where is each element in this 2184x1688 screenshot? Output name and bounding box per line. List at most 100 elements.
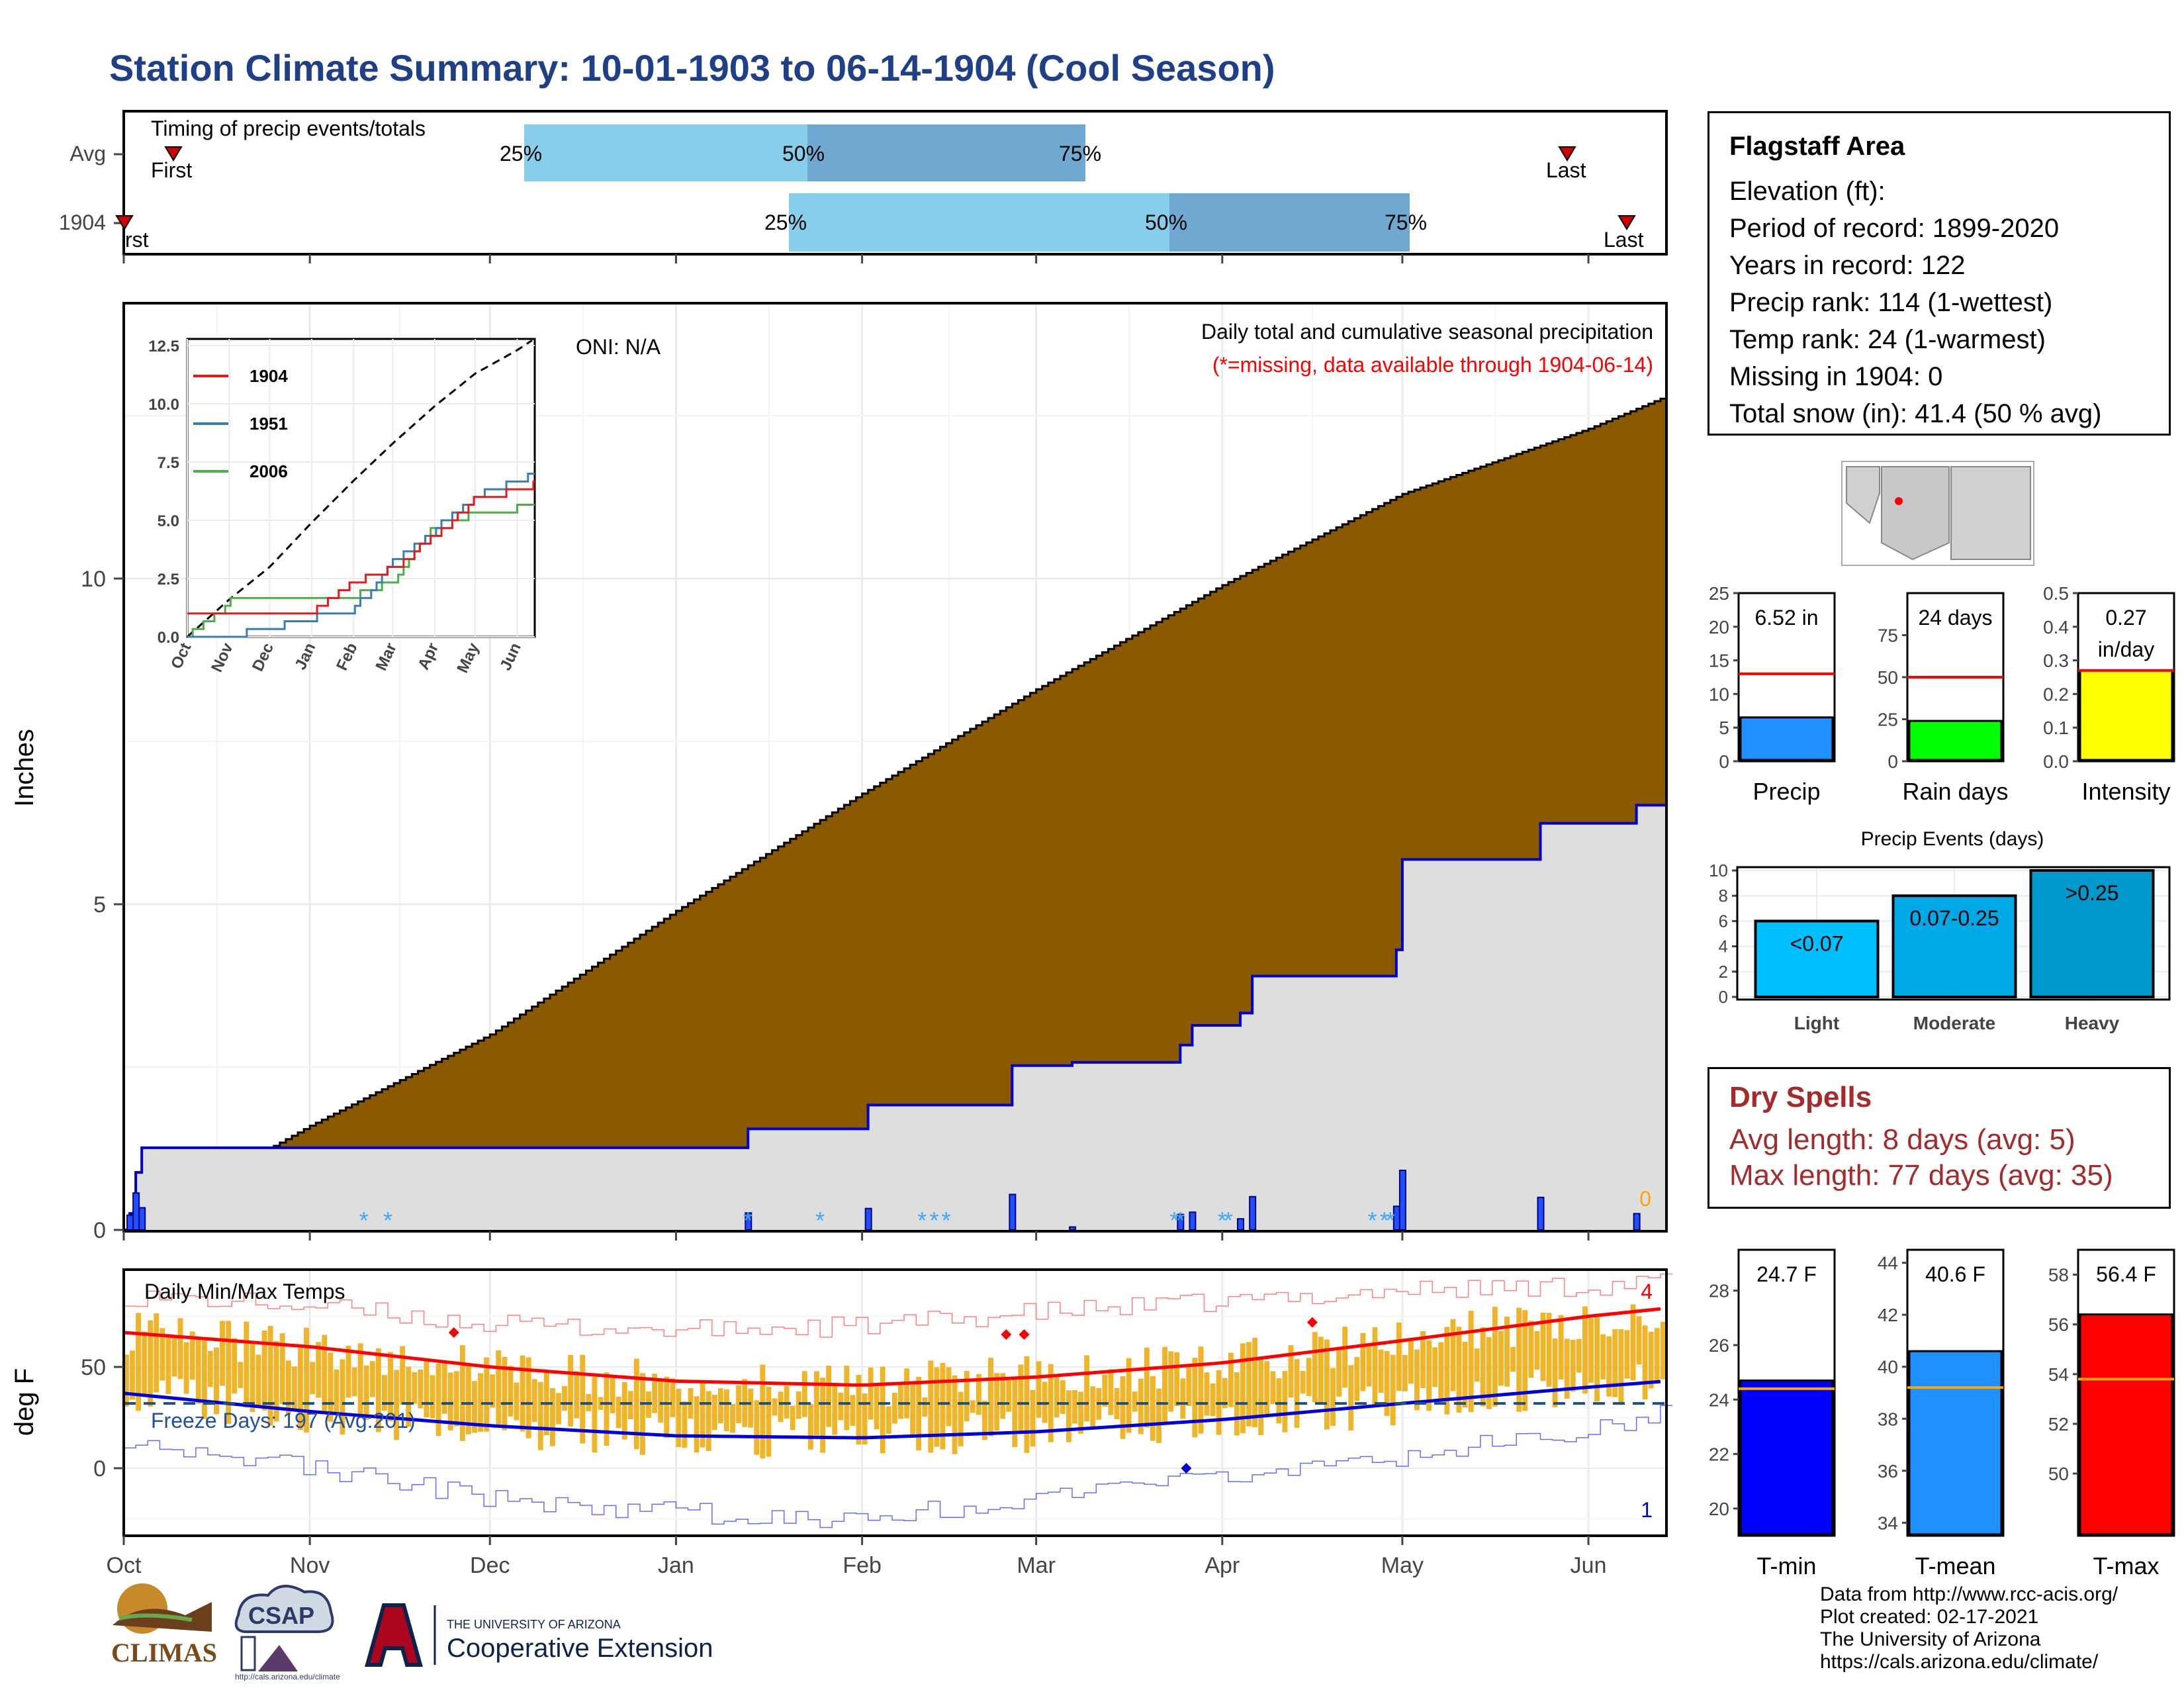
daily-temp-bar: [1264, 1361, 1270, 1414]
record-high-marker: [448, 1327, 459, 1338]
daily-temp-bar: [633, 1358, 639, 1450]
daily-temp-bar: [1270, 1371, 1276, 1405]
last-event-marker-avg: [1558, 146, 1576, 162]
daily-temp-bar: [976, 1374, 981, 1415]
daily-temp-bar: [862, 1393, 868, 1445]
rain-days-tick-label: 0: [1888, 751, 1898, 772]
daily-temp-bar: [856, 1375, 862, 1445]
daily-temp-bar: [1222, 1378, 1228, 1409]
daily-temp-bar: [345, 1345, 351, 1398]
daily-temp-bar: [1552, 1338, 1558, 1407]
record-high-marker: [1001, 1329, 1012, 1340]
main-y-label: Inches: [10, 729, 39, 807]
daily-temp-bar: [490, 1374, 496, 1408]
inset-y-tick-label: 12.5: [148, 338, 179, 355]
daily-temp-bar: [1558, 1315, 1564, 1380]
daily-temp-bar: [388, 1352, 393, 1421]
daily-temp-bar: [1132, 1391, 1138, 1412]
climas-text: CLIMAS: [111, 1638, 217, 1667]
intensity-bar: [2079, 669, 2173, 761]
daily-temp-bar: [826, 1366, 832, 1427]
t-mean-tick-label: 44: [1878, 1253, 1898, 1274]
timing-pct-label: 25%: [764, 211, 807, 234]
daily-temp-bar: [1036, 1361, 1042, 1418]
daily-temp-bar: [670, 1378, 676, 1417]
daily-temp-bar: [537, 1382, 543, 1450]
footer-line: The University of Arizona: [1820, 1628, 2041, 1650]
inset-panel: [186, 338, 536, 638]
main-y-tick-label: 0: [93, 1218, 106, 1243]
arizona-shape: [1881, 466, 1950, 561]
intensity-tick-label: 0.1: [2043, 718, 2069, 738]
daily-temp-bar: [447, 1372, 453, 1430]
daily-temp-bar: [412, 1372, 418, 1404]
daily-temp-bar: [549, 1388, 555, 1446]
daily-precip-bar: [1237, 1218, 1245, 1231]
oni-label: ONI: N/A: [576, 335, 661, 359]
daily-temp-bar: [334, 1369, 340, 1415]
daily-temp-bar: [1540, 1312, 1546, 1382]
daily-temp-bar: [363, 1365, 369, 1420]
daily-temp-bar: [1198, 1346, 1204, 1434]
daily-temp-bar: [682, 1401, 688, 1448]
intensity-value: 0.27: [2105, 606, 2146, 630]
rain-days-tick-label: 75: [1878, 626, 1898, 646]
daily-temp-bar: [1582, 1306, 1588, 1394]
daily-temp-bar: [238, 1362, 244, 1388]
daily-temp-bar: [1018, 1364, 1024, 1431]
temp-y-label: deg F: [10, 1368, 39, 1436]
daily-temp-bar: [322, 1335, 328, 1413]
daily-temp-bar: [1282, 1371, 1288, 1432]
daily-temp-bar: [189, 1331, 195, 1380]
timing-pct-label: 50%: [782, 142, 825, 165]
daily-temp-bar: [525, 1357, 531, 1438]
daily-temp-bar: [1384, 1350, 1390, 1417]
daily-temp-bar: [880, 1366, 886, 1454]
daily-temp-bar: [1594, 1317, 1600, 1402]
daily-temp-bar: [766, 1386, 772, 1457]
cumulative-1904-area: [124, 805, 1666, 1230]
t-min-bar: [1739, 1379, 1834, 1536]
ua-a-icon: [365, 1603, 423, 1667]
station-name: Flagstaff Area: [1729, 132, 1905, 161]
record-low-count: 1: [1641, 1498, 1653, 1522]
daily-temp-bar: [964, 1371, 970, 1422]
daily-temp-bar: [1474, 1348, 1480, 1382]
daily-temp-bar: [1564, 1338, 1570, 1399]
daily-temp-bar: [328, 1352, 334, 1422]
daily-temp-bar: [195, 1339, 201, 1404]
daily-temp-bar: [232, 1338, 238, 1394]
ua-logo: THE UNIVERSITY OF ARIZONA Cooperative Ex…: [365, 1603, 713, 1667]
t-min-tick-label: 26: [1709, 1335, 1729, 1356]
daily-temp-bar: [1246, 1342, 1251, 1427]
daily-temp-bar: [220, 1321, 225, 1386]
snow-marker: *: [1224, 1207, 1233, 1234]
precip-tick-label: 0: [1719, 751, 1729, 772]
precip-value: 6.52 in: [1754, 606, 1818, 630]
daily-temp-bar: [310, 1362, 316, 1395]
daily-temp-bar: [1648, 1331, 1654, 1389]
rain-days-bar: [1908, 720, 2003, 761]
timing-bar-avg-25-50: [524, 124, 807, 181]
intensity-tick-label: 0.3: [2043, 651, 2069, 671]
snow-marker: *: [383, 1207, 392, 1234]
snow-marker: *: [1218, 1207, 1227, 1234]
t-min-tick-label: 24: [1709, 1389, 1729, 1410]
daily-temp-bar: [922, 1397, 928, 1417]
t-mean-tick-label: 36: [1878, 1461, 1898, 1481]
precip-tick-label: 5: [1719, 718, 1729, 738]
events-bar-value: <0.07: [1790, 931, 1844, 955]
daily-temp-bar: [267, 1325, 273, 1426]
daily-temp-bar: [778, 1391, 784, 1423]
daily-temp-bar: [1360, 1333, 1366, 1391]
timing-pct-label: 50%: [1145, 211, 1187, 234]
missing-count: 0: [1639, 1187, 1651, 1211]
station-info-panel: Flagstaff Area Elevation (ft): Period of…: [1707, 111, 2171, 436]
daily-temp-bar: [304, 1327, 309, 1433]
events-bar-value: 0.07-0.25: [1909, 906, 1999, 930]
inset-y-tick-label: 2.5: [158, 571, 179, 588]
daily-temp-bar: [1228, 1352, 1234, 1407]
daily-temp-bar: [261, 1331, 267, 1411]
daily-temp-bar: [1276, 1378, 1282, 1424]
